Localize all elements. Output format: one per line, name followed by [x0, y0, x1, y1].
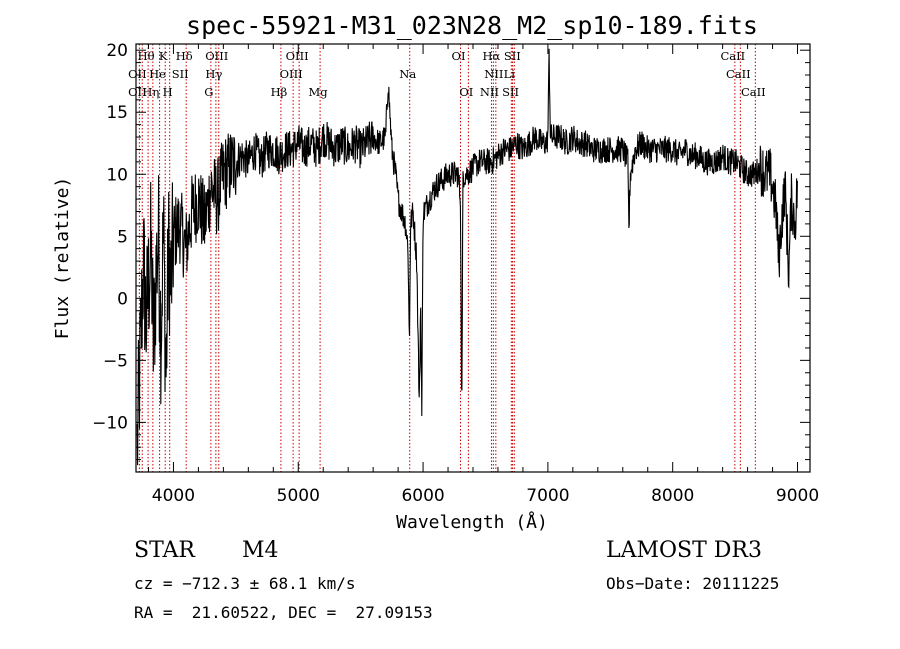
object-subclass: M4: [242, 538, 279, 563]
coordinates: RA = 21.60522, DEC = 27.09153: [134, 603, 433, 622]
line-label: He: [149, 67, 166, 81]
x-tick-label: 7000: [526, 486, 569, 506]
y-tick-label: −10: [92, 413, 128, 433]
line-label: OII: [128, 67, 147, 81]
x-axis: 4000 5000 6000 7000 8000 9000: [147, 44, 819, 506]
line-label: OIII: [205, 49, 228, 63]
spectrum-line: [136, 48, 798, 466]
line-label: G: [204, 85, 213, 99]
line-label: Li: [504, 67, 516, 81]
line-label: Hη: [142, 85, 159, 99]
line-label: SII: [172, 67, 189, 81]
y-tick-label: 20: [106, 41, 128, 61]
x-axis-label: Wavelength (Å): [396, 511, 548, 533]
y-axis: −10 −5 0 5 10 15 20: [92, 41, 810, 461]
line-label: SII: [504, 49, 521, 63]
line-label: CaII: [720, 49, 745, 63]
line-label: Hβ: [271, 85, 288, 99]
line-label: NII: [484, 67, 503, 81]
line-label: Hθ: [138, 49, 155, 63]
y-tick-label: 0: [117, 289, 128, 309]
y-tick-label: 10: [106, 165, 128, 185]
line-label: NII: [480, 85, 499, 99]
line-label: Hδ: [176, 49, 193, 63]
line-label: Hγ: [205, 67, 222, 81]
line-label: CaII: [741, 85, 766, 99]
survey-name: LAMOST DR3: [606, 538, 762, 563]
line-label: OIII: [280, 67, 303, 81]
line-label: Mg: [309, 85, 329, 99]
line-label: OI: [452, 49, 466, 63]
reference-lines: [138, 44, 756, 472]
y-tick-label: 5: [117, 227, 128, 247]
line-label: Hα: [482, 49, 500, 63]
line-label: Na: [399, 67, 416, 81]
line-label: K: [159, 49, 168, 63]
line-label: OII: [128, 85, 147, 99]
line-label: SII: [502, 85, 519, 99]
y-tick-label: 15: [106, 103, 128, 123]
x-tick-label: 6000: [401, 486, 444, 506]
spectrum-chart: spec-55921-M31_023N28_M2_sp10-189.fits H…: [52, 11, 819, 533]
line-label: H: [163, 85, 173, 99]
x-tick-label: 9000: [776, 486, 819, 506]
line-label: OI: [459, 85, 473, 99]
y-tick-label: −5: [103, 351, 128, 371]
object-class: STAR: [134, 538, 195, 563]
chart-title: spec-55921-M31_023N28_M2_sp10-189.fits: [186, 11, 758, 40]
line-label: CaII: [726, 67, 751, 81]
y-axis-label: Flux (relative): [52, 177, 73, 340]
x-tick-label: 8000: [651, 486, 694, 506]
obs-date: Obs−Date: 20111225: [606, 574, 780, 593]
line-labels: Hθ K Hδ OIII OIII OI Hα SII CaII OII He SII Hγ OIII Na…: [128, 49, 766, 99]
plot-frame: [135, 43, 811, 473]
line-label: OIII: [286, 49, 309, 63]
x-tick-label: 5000: [277, 486, 320, 506]
x-tick-label: 4000: [152, 486, 195, 506]
redshift-value: cz = −712.3 ± 68.1 km/s: [134, 574, 356, 593]
